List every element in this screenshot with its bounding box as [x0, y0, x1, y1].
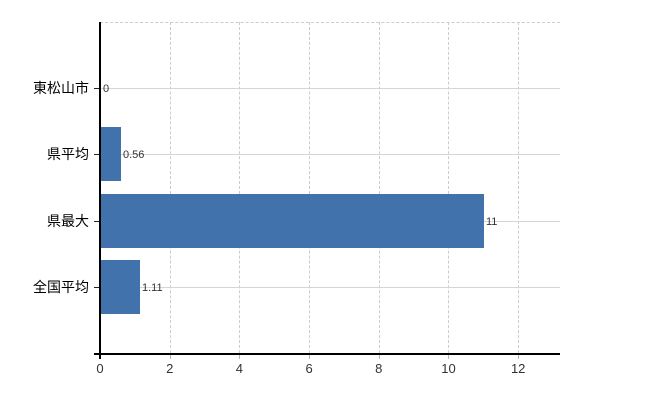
x-axis-tick-label: 0 [96, 361, 104, 376]
y-axis-tick [94, 88, 100, 89]
x-axis-tick [448, 353, 450, 359]
x-gridline [378, 22, 380, 353]
category-label: 東松山市 [33, 80, 89, 96]
x-gridline [169, 22, 171, 353]
plot-top-border [100, 22, 560, 23]
bar [101, 127, 121, 181]
bar-value-label: 0 [103, 83, 110, 95]
x-axis-line [94, 353, 560, 355]
x-axis-tick-label: 6 [305, 361, 313, 376]
y-axis-tick [94, 221, 100, 222]
x-axis-tick-label: 4 [235, 361, 243, 376]
category-label: 全国平均 [33, 279, 89, 295]
x-axis-tick [518, 353, 520, 359]
x-axis-tick-label: 10 [441, 361, 456, 376]
bar-value-label: 1.11 [142, 282, 163, 294]
x-gridline [239, 22, 241, 353]
y-gridline [100, 154, 560, 155]
y-gridline [100, 287, 560, 288]
y-axis-tick [94, 154, 100, 155]
x-axis-tick [309, 353, 311, 359]
y-axis-tick [94, 287, 100, 288]
x-gridline [448, 22, 450, 353]
bar [101, 260, 140, 314]
y-gridline [100, 88, 560, 89]
y-axis-line [99, 22, 101, 359]
x-axis-tick [239, 353, 241, 359]
bar-value-label: 11 [486, 216, 498, 228]
x-gridline [309, 22, 311, 353]
x-axis-tick [378, 353, 380, 359]
bar-value-label: 0.56 [123, 149, 145, 161]
x-axis-tick [169, 353, 171, 359]
x-gridline [518, 22, 520, 353]
x-axis-tick-label: 2 [166, 361, 174, 376]
category-label: 県最大 [47, 213, 89, 229]
x-axis-tick-label: 12 [510, 361, 526, 376]
bar [101, 194, 484, 248]
x-axis-tick-label: 8 [375, 361, 383, 376]
category-label: 県平均 [47, 146, 89, 162]
